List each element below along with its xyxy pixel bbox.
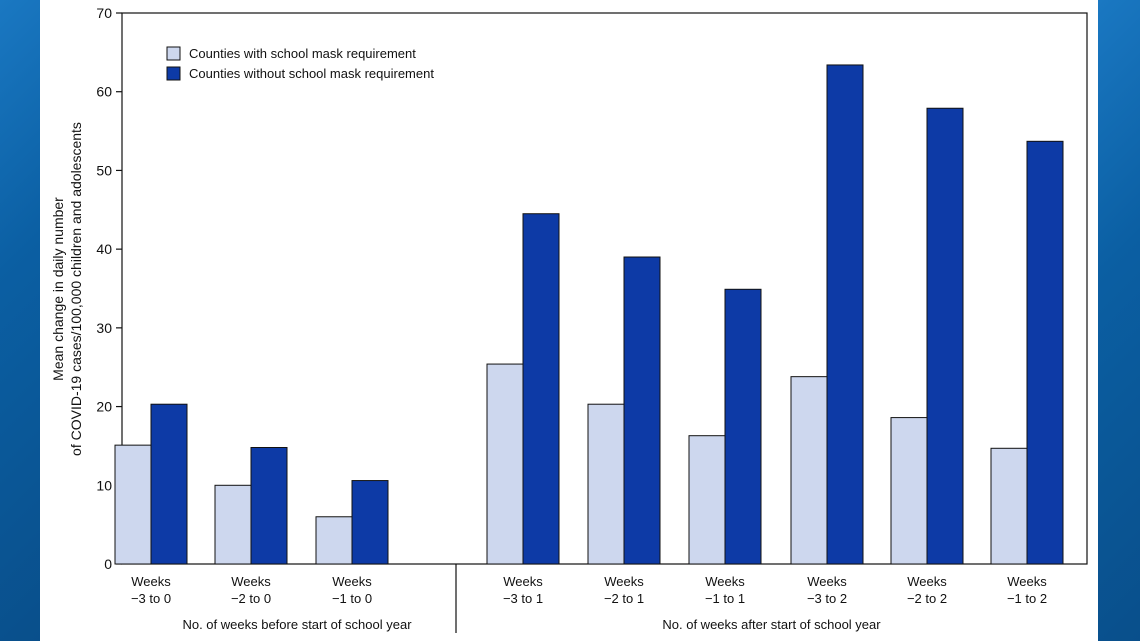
- x-category-label-line-2: −1 to 2: [1007, 591, 1047, 606]
- bar-without-mask: [150, 403, 188, 565]
- bar-with-mask: [114, 444, 152, 565]
- bar-without-mask: [1026, 140, 1064, 565]
- legend-label: Counties without school mask requirement: [189, 66, 434, 81]
- bar-with-mask: [688, 435, 726, 565]
- bar-without-mask: [351, 480, 389, 565]
- x-category-label-line-1: Weeks: [503, 574, 543, 589]
- y-tick-label: 30: [96, 320, 112, 336]
- y-tick-label: 70: [96, 5, 112, 21]
- x-category-label-line-2: −3 to 2: [807, 591, 847, 606]
- x-category-label-line-2: −3 to 1: [503, 591, 543, 606]
- y-tick-label: 10: [96, 477, 112, 493]
- background-right-stripe: [1098, 0, 1140, 641]
- legend-label: Counties with school mask requirement: [189, 46, 416, 61]
- legend-swatch: [166, 46, 181, 61]
- group-label-after: No. of weeks after start of school year: [662, 617, 881, 632]
- plot-area: 0 10 20 30 40 50 60 70 Mean change in daily numb…: [50, 5, 1088, 633]
- x-category-label-line-1: Weeks: [1007, 574, 1047, 589]
- x-category-label-line-1: Weeks: [907, 574, 947, 589]
- x-category-label-line-2: −3 to 0: [131, 591, 171, 606]
- bar-without-mask: [623, 256, 661, 565]
- y-tick-label: 40: [96, 241, 112, 257]
- bar-with-mask: [790, 376, 828, 565]
- y-tick-label: 50: [96, 162, 112, 178]
- legend-swatch: [166, 66, 181, 81]
- y-tick-label: 20: [96, 399, 112, 415]
- bar-with-mask: [587, 403, 625, 565]
- x-category-label-line-1: Weeks: [231, 574, 271, 589]
- bar-without-mask: [250, 447, 288, 565]
- bar-chart: 0 10 20 30 40 50 60 70 Mean change in daily numb…: [50, 5, 1088, 633]
- chart-panel: 0 10 20 30 40 50 60 70 Mean change in daily numb…: [40, 0, 1098, 641]
- x-category-label-line-2: −2 to 1: [604, 591, 644, 606]
- bar-without-mask: [724, 288, 762, 565]
- bar-without-mask: [826, 64, 864, 565]
- x-category-label-line-2: −2 to 2: [907, 591, 947, 606]
- x-category-label-line-1: Weeks: [131, 574, 171, 589]
- y-axis-label-line-2: of COVID-19 cases/100,000 children and a…: [68, 122, 84, 456]
- bar-with-mask: [315, 516, 353, 565]
- bar-with-mask: [990, 447, 1028, 565]
- bar-without-mask: [926, 107, 964, 565]
- x-category-label-line-2: −2 to 0: [231, 591, 271, 606]
- bar-with-mask: [214, 484, 252, 565]
- y-tick-label: 60: [96, 84, 112, 100]
- group-label-before: No. of weeks before start of school year: [182, 617, 412, 632]
- bar-without-mask: [522, 213, 560, 565]
- bar-with-mask: [486, 363, 524, 565]
- x-category-label-line-1: Weeks: [705, 574, 745, 589]
- x-category-label-line-1: Weeks: [807, 574, 847, 589]
- x-category-label-line-2: −1 to 1: [705, 591, 745, 606]
- background-left-stripe: [0, 0, 40, 641]
- bar-with-mask: [890, 417, 928, 565]
- x-category-label-line-1: Weeks: [604, 574, 644, 589]
- x-category-label-line-2: −1 to 0: [332, 591, 372, 606]
- x-category-label-line-1: Weeks: [332, 574, 372, 589]
- y-axis-label-line-1: Mean change in daily number: [50, 197, 66, 381]
- y-tick-label: 0: [104, 556, 112, 572]
